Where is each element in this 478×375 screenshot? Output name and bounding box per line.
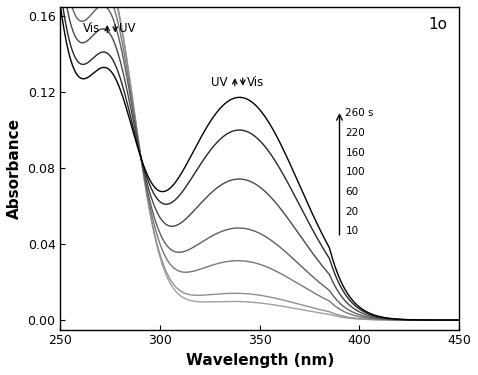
Text: Vis: Vis	[83, 22, 100, 35]
X-axis label: Wavelength (nm): Wavelength (nm)	[185, 353, 334, 368]
Y-axis label: Absorbance: Absorbance	[7, 118, 22, 219]
Text: 10: 10	[346, 226, 358, 236]
Text: 60: 60	[346, 187, 358, 197]
Text: 100: 100	[346, 167, 365, 177]
Text: 160: 160	[346, 148, 365, 158]
Text: 1o: 1o	[428, 16, 447, 32]
Text: 220: 220	[346, 128, 365, 138]
Text: 260 s: 260 s	[346, 108, 374, 118]
Text: Vis: Vis	[247, 76, 264, 88]
Text: UV: UV	[211, 76, 228, 88]
Text: 20: 20	[346, 207, 358, 217]
Text: UV: UV	[119, 22, 136, 35]
